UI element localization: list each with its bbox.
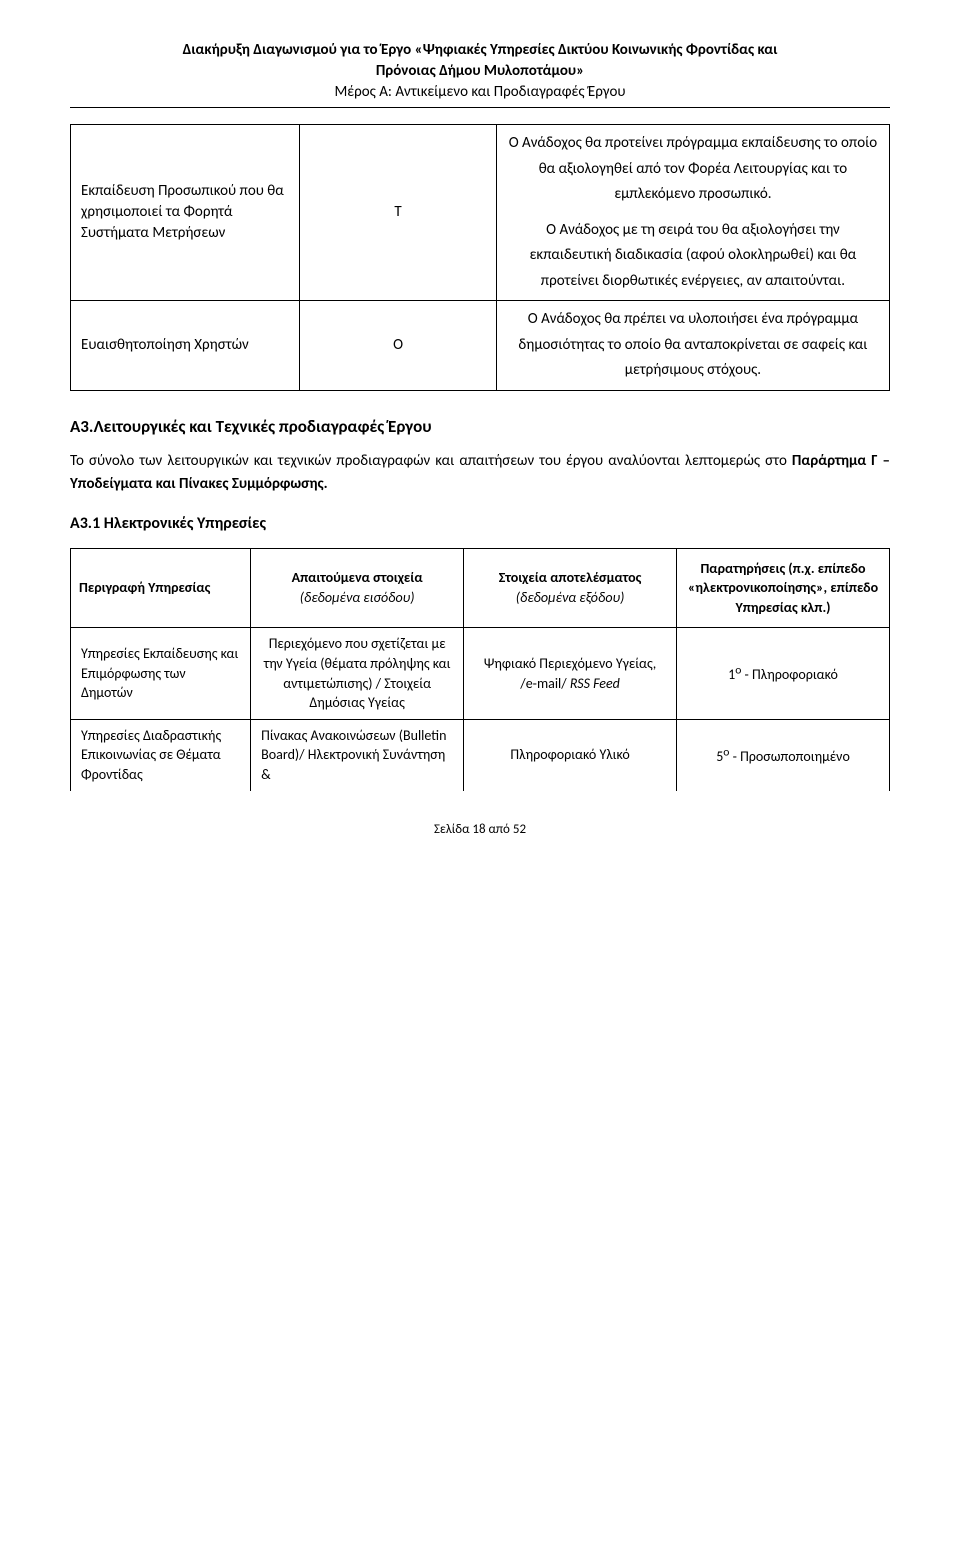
table-row: Υπηρεσίες Εκπαίδευσης και Επιμόρφωσης τω… [71,628,890,719]
cell-description: Εκπαίδευση Προσωπικού που θα χρησιμοποιε… [71,125,300,301]
header-sub: (δεδομένα εισόδου) [300,589,415,606]
cell-service: Υπηρεσίες Εκπαίδευσης και Επιμόρφωσης τω… [71,628,251,719]
services-table: Περιγραφή Υπηρεσίας Απαιτούμενα στοιχεία… [70,548,890,791]
output-italic: RSS Feed [570,675,620,692]
cell-notes: 5ο - Προσωποποιημένο [677,719,890,790]
training-table: Εκπαίδευση Προσωπικού που θα χρησιμοποιε… [70,124,890,391]
table-header-row: Περιγραφή Υπηρεσίας Απαιτούμενα στοιχεία… [71,548,890,628]
cell-output: Πληροφοριακό Υλικό [464,719,677,790]
header-cell: Στοιχεία αποτελέσματος (δεδομένα εξόδου) [464,548,677,628]
note-text: 5ο - Προσωποποιημένο [716,748,850,765]
paragraph: Ο Ανάδοχος θα προτείνει πρόγραμμα εκπαίδ… [507,131,879,208]
header-cell: Περιγραφή Υπηρεσίας [71,548,251,628]
page-header: Διακήρυξη Διαγωνισμού για το Έργο «Ψηφια… [70,40,890,108]
header-cell: Παρατηρήσεις (π.χ. επίπεδο «ηλεκτρονικοπ… [677,548,890,628]
header-cell: Απαιτούμενα στοιχεία (δεδομένα εισόδου) [251,548,464,628]
header-main: Στοιχεία αποτελέσματος [499,569,642,586]
paragraph: Ο Ανάδοχος με τη σειρά του θα αξιολογήσε… [507,218,879,295]
header-line-3: Μέρος Α: Αντικείμενο και Προδιαγραφές Έρ… [70,82,890,103]
cell-input: Πίνακας Ανακοινώσεων (Bulletin Board)/ Η… [251,719,464,790]
cell-code: Ο [300,301,497,391]
cell-code: Τ [300,125,497,301]
header-main: Απαιτούμενα στοιχεία [292,569,423,586]
body-text-pre: Το σύνολο των λειτουργικών και τεχνικών … [70,452,792,470]
cell-description: Ευαισθητοποίηση Χρηστών [71,301,300,391]
table-row: Ευαισθητοποίηση Χρηστών Ο Ο Ανάδοχος θα … [71,301,890,391]
header-line-1: Διακήρυξη Διαγωνισμού για το Έργο «Ψηφια… [70,40,890,61]
note-text: 1ο - Πληροφοριακό [728,666,838,683]
header-sub: (δεδομένα εξόδου) [516,589,625,606]
sub-heading-a31: Α3.1 Ηλεκτρονικές Υπηρεσίες [70,513,890,535]
cell-details: Ο Ανάδοχος θα προτείνει πρόγραμμα εκπαίδ… [496,125,889,301]
spacer [507,208,879,218]
table-row: Εκπαίδευση Προσωπικού που θα χρησιμοποιε… [71,125,890,301]
section-heading-a3: Α3.Λειτουργικές και Τεχνικές προδιαγραφέ… [70,415,890,439]
table-row: Υπηρεσίες Διαδραστικής Επικοινωνίας σε Θ… [71,719,890,790]
cell-output: Ψηφιακό Περιεχόμενο Υγείας, /e-mail/ RSS… [464,628,677,719]
cell-input: Περιεχόμενο που σχετίζεται με την Υγεία … [251,628,464,719]
header-line-2: Πρόνοιας Δήμου Μυλοποτάμου» [70,61,890,82]
cell-notes: 1ο - Πληροφοριακό [677,628,890,719]
section-body: Το σύνολο των λειτουργικών και τεχνικών … [70,450,890,495]
page-footer: Σελίδα 18 από 52 [70,821,890,839]
cell-details: Ο Ανάδοχος θα πρέπει να υλοποιήσει ένα π… [496,301,889,391]
cell-service: Υπηρεσίες Διαδραστικής Επικοινωνίας σε Θ… [71,719,251,790]
